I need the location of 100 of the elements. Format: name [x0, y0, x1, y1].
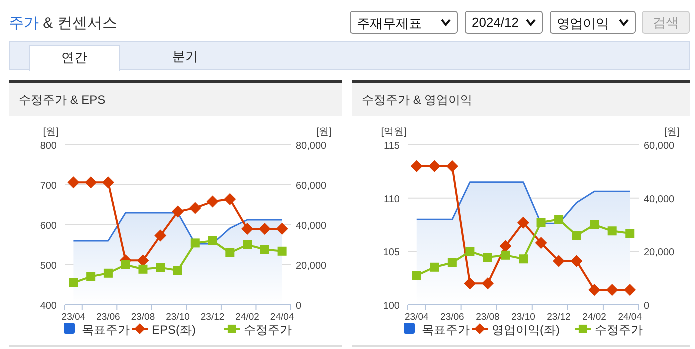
point	[226, 248, 235, 258]
point	[500, 240, 512, 252]
point	[412, 271, 422, 280]
point	[483, 253, 492, 262]
legend-label: 목표주가	[422, 323, 470, 337]
y-tick-label: 100	[383, 301, 400, 312]
x-tick-label: 23/06	[440, 312, 464, 323]
point	[190, 238, 200, 248]
y-tick-label: 800	[40, 141, 58, 152]
y-tick-label: 105	[383, 248, 400, 259]
text: 연간	[29, 45, 120, 71]
text: 2024/12	[472, 15, 519, 30]
point	[428, 160, 441, 172]
point	[570, 255, 583, 268]
chart-title: 수정주가 & EPS	[19, 92, 106, 109]
y-tick-label: 600	[40, 221, 58, 232]
point	[536, 218, 546, 228]
y2-tick-label: 0	[644, 301, 650, 312]
y2-tick-label: 40,000	[296, 221, 328, 232]
point	[172, 206, 184, 218]
point	[278, 246, 287, 256]
legend-label: EPS(좌)	[152, 323, 196, 337]
y-tick-label: 110	[384, 194, 400, 206]
legend-label: 목표주가	[82, 323, 130, 337]
point	[501, 250, 510, 260]
point	[464, 278, 476, 290]
y2-tick-label: 40,000	[644, 194, 676, 206]
x-tick-label: 23/12	[547, 312, 571, 323]
x-tick-label: 23/08	[131, 312, 156, 323]
point	[156, 263, 166, 272]
point	[85, 176, 98, 189]
text: 주가 & 컨센서스	[9, 15, 118, 32]
point	[243, 240, 252, 250]
text: 주재무제표	[357, 16, 422, 31]
x-tick-label: 23/06	[96, 312, 120, 323]
y2-axis-title: [원]	[664, 127, 680, 138]
y2-tick-label: 60,000	[296, 181, 328, 192]
point	[553, 255, 566, 268]
y2-axis-title: [원]	[316, 127, 332, 138]
point	[572, 231, 582, 240]
point	[535, 237, 548, 250]
x-tick-label: 23/04	[404, 312, 429, 323]
legend-label: 수정주가	[595, 323, 643, 337]
text: 영업이익	[557, 16, 609, 31]
point	[206, 196, 219, 208]
point	[482, 278, 494, 290]
x-tick-label: 23/08	[476, 312, 500, 323]
y-axis-title: [억원]	[381, 127, 407, 138]
chart-title: 수정주가 & 영업이익	[362, 92, 473, 109]
point	[68, 176, 80, 189]
point	[519, 254, 528, 264]
x-tick-label: 23/12	[200, 312, 225, 323]
point	[446, 160, 458, 172]
point	[466, 247, 475, 256]
point	[104, 268, 113, 278]
point	[410, 160, 423, 172]
x-tick-label: 24/02	[236, 312, 260, 323]
point	[102, 176, 114, 189]
x-tick-label: 24/02	[582, 312, 606, 323]
text: 분기	[172, 48, 200, 66]
legend-label: 수정주가	[244, 323, 292, 337]
x-tick-label: 24/04	[270, 312, 294, 323]
point	[258, 223, 271, 235]
y-tick-label: 500	[40, 261, 58, 272]
y2-tick-label: 0	[296, 301, 302, 312]
y2-tick-label: 60,000	[644, 141, 676, 152]
point	[138, 264, 148, 274]
text: 검색	[642, 11, 690, 34]
point	[174, 266, 182, 276]
point	[626, 229, 635, 238]
x-tick-label: 23/10	[512, 312, 536, 323]
point	[224, 193, 236, 206]
point	[518, 216, 530, 229]
point	[624, 284, 636, 296]
point	[86, 272, 96, 282]
point	[154, 230, 167, 242]
point	[121, 260, 130, 270]
y-axis-title: [원]	[43, 127, 59, 138]
y2-tick-label: 20,000	[644, 248, 676, 259]
y2-tick-label: 80,000	[296, 141, 328, 152]
legend-label: 영업이익(좌)	[492, 323, 560, 337]
y2-tick-label: 20,000	[296, 261, 328, 272]
point	[189, 202, 202, 214]
point	[430, 262, 440, 272]
point	[448, 258, 457, 268]
y-tick-label: 700	[40, 181, 58, 192]
point	[606, 284, 618, 296]
point	[208, 236, 218, 246]
x-tick-label: 24/04	[618, 312, 642, 323]
x-tick-label: 23/04	[62, 312, 86, 323]
point	[69, 278, 78, 288]
y-tick-label: 115	[384, 141, 400, 152]
point	[242, 223, 254, 235]
point	[608, 226, 617, 236]
point	[276, 223, 288, 235]
point	[588, 284, 601, 296]
x-tick-label: 23/10	[166, 312, 190, 323]
point	[260, 245, 270, 254]
y-tick-label: 400	[40, 301, 58, 312]
point	[590, 220, 600, 230]
